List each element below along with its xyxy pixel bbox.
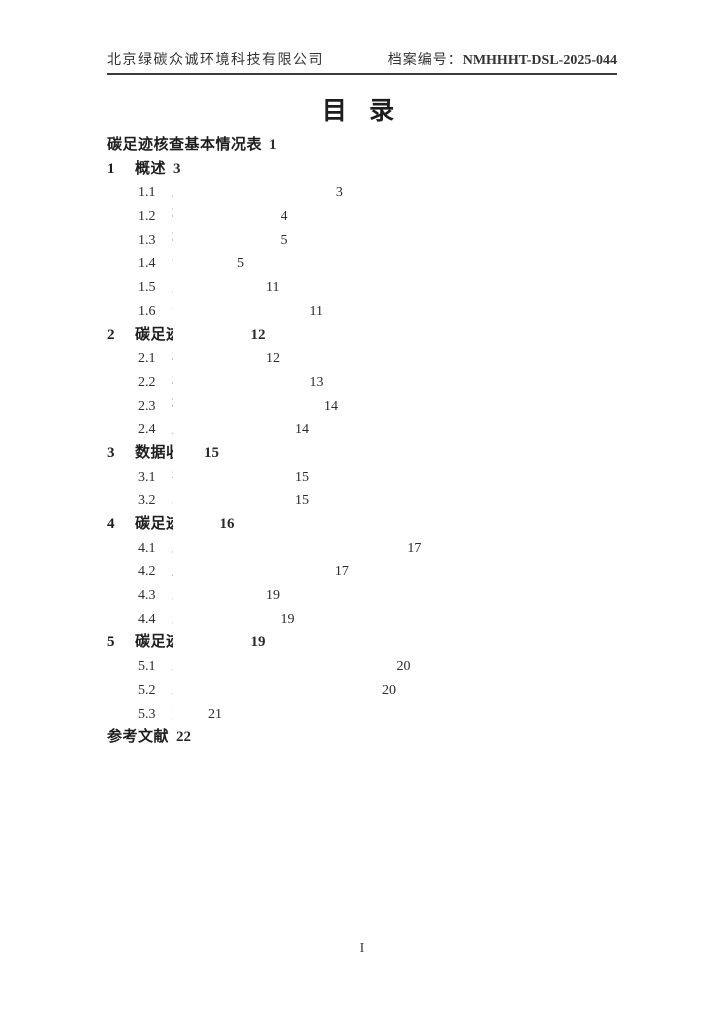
toc-entry-number: 2.1 <box>138 351 156 367</box>
toc-entry-number: 3.1 <box>138 469 156 485</box>
toc-entry-number: 5 <box>107 634 115 651</box>
archive-number-label: 档案编号： <box>387 53 463 68</box>
toc-entry-number: 4.1 <box>138 540 156 556</box>
toc-entry-label: 碳足迹核查基本情况表 <box>107 137 263 153</box>
toc-entry-number: 1.5 <box>138 280 156 296</box>
toc-entry-number: 4 <box>107 516 115 532</box>
toc-entry-number: 3.2 <box>138 493 156 509</box>
toc-entry-number: 2.4 <box>138 422 156 438</box>
toc-entry-number: 3 <box>107 444 115 461</box>
toc-title: 目 录 <box>321 98 403 125</box>
toc-entry-number: 1.2 <box>138 209 156 225</box>
toc-entry-number: 4.2 <box>138 564 156 580</box>
toc-entry-number: 1 <box>107 160 115 177</box>
toc-entry-number: 1.1 <box>138 185 156 201</box>
toc-entry-number: 5.2 <box>138 682 156 698</box>
toc-entry-number: 5.3 <box>138 706 156 722</box>
toc-entry: 参考文献 22 <box>107 726 724 1024</box>
toc-entry: 1 概述 3 <box>107 157 724 1024</box>
toc-entry-number: 2 <box>107 326 115 343</box>
toc-entry-label: 参考文献 <box>107 729 170 746</box>
company-name: 北京绿碳众诚环境科技有限公司 <box>107 53 324 68</box>
archive-number: 档案编号：NMHHHT-DSL-2025-044 <box>388 49 617 69</box>
toc-entry-number: 1.6 <box>138 303 156 319</box>
toc-entry-number: 4.4 <box>138 611 156 627</box>
toc-entry-number: 2.3 <box>138 398 156 414</box>
toc-entry-number: 4.3 <box>138 588 156 604</box>
toc-entry-number: 1.3 <box>138 232 156 248</box>
toc-entry-page: 22 <box>176 726 724 1024</box>
toc-entry-number: 1.4 <box>138 256 156 272</box>
toc-entry: 碳足迹核查基本情况表 1 <box>107 134 724 1024</box>
archive-number-value: NMHHHT-DSL-2025-044 <box>462 53 617 68</box>
toc-entry-number: 2.2 <box>138 374 156 390</box>
toc-entry-number: 5.1 <box>138 659 156 675</box>
toc-entry-label: 概述 <box>135 160 167 177</box>
page-number: I <box>359 941 365 956</box>
page-header: 北京绿碳众诚环境科技有限公司 档案编号：NMHHHT-DSL-2025-044 <box>107 49 617 75</box>
toc-list: 碳足迹核查基本情况表 1 1 概述 3 1.1 产品碳足迹（PCF）介绍 3 1… <box>107 134 724 1024</box>
